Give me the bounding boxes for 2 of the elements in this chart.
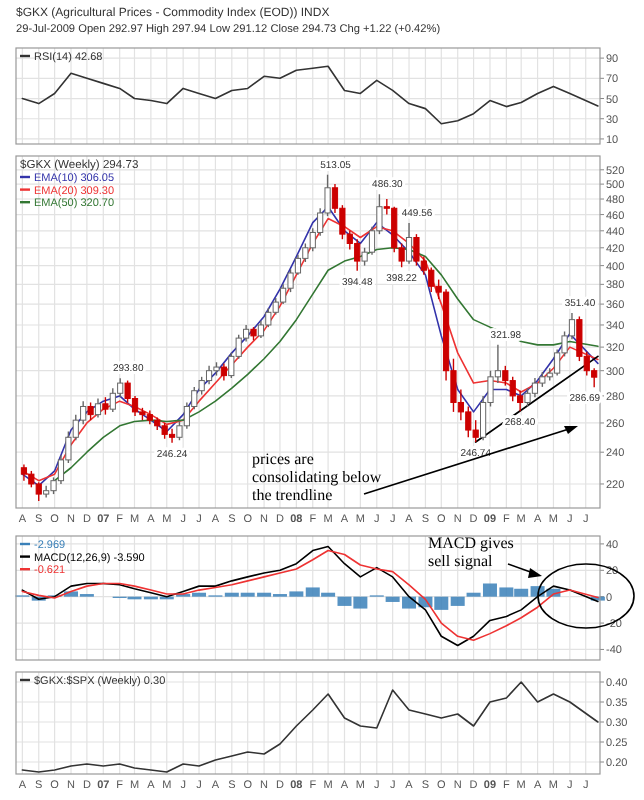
annotation: MACD gives sell signal	[428, 534, 514, 570]
annotation: prices are consolidating below the trendline	[252, 450, 382, 504]
